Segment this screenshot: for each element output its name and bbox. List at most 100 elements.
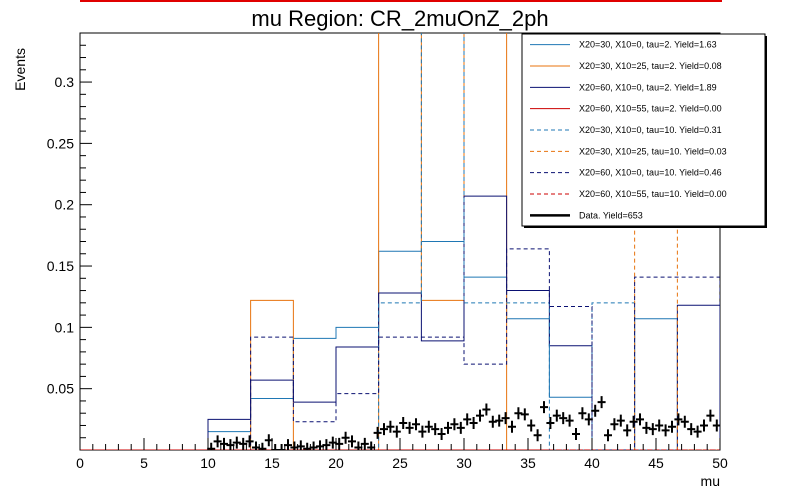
data-point xyxy=(392,425,401,438)
legend-entry-6: X20=30, X10=25, tau=10. Yield=0.03 xyxy=(579,146,727,156)
data-point xyxy=(264,434,273,447)
x-tick-label: 40 xyxy=(584,455,600,471)
data-point xyxy=(328,436,337,449)
legend-entry-5: X20=30, X10=0, tau=10. Yield=0.31 xyxy=(579,125,722,135)
data-point xyxy=(271,444,280,450)
data-point xyxy=(245,435,254,448)
x-tick-label: 50 xyxy=(712,455,728,471)
series-line-5 xyxy=(80,33,720,450)
data-point xyxy=(284,439,292,450)
data-point xyxy=(591,404,600,417)
x-tick-label: 25 xyxy=(392,455,408,471)
data-point xyxy=(540,401,548,414)
data-point xyxy=(655,419,664,432)
legend-entry-7: X20=60, X10=0, tau=10. Yield=0.46 xyxy=(579,168,722,178)
data-point xyxy=(584,413,593,426)
data-point xyxy=(565,414,574,427)
legend-entry-8: X20=60, X10=55, tau=10. Yield=0.00 xyxy=(579,189,727,199)
data-point xyxy=(309,441,318,450)
data-point xyxy=(341,431,350,444)
y-tick-label: 0.05 xyxy=(47,381,74,397)
data-point xyxy=(501,412,510,425)
chart-title: mu Region: CR_2muOnZ_2ph xyxy=(251,6,549,31)
x-tick-label: 5 xyxy=(140,455,148,471)
data-point xyxy=(335,437,344,450)
data-point xyxy=(508,420,516,433)
data-point xyxy=(597,396,606,409)
x-tick-label: 0 xyxy=(76,455,84,471)
data-point xyxy=(424,420,433,433)
histogram-series-group xyxy=(80,33,720,450)
legend-entry-3: X20=60, X10=0, tau=2. Yield=1.89 xyxy=(579,82,717,92)
data-point xyxy=(604,429,612,442)
data-point xyxy=(712,419,720,432)
data-point xyxy=(687,423,696,436)
data-point xyxy=(559,412,568,425)
data-point xyxy=(636,413,644,426)
data-point xyxy=(527,419,536,432)
y-tick-label: 0.15 xyxy=(47,258,74,274)
x-tick-label: 45 xyxy=(648,455,664,471)
data-point xyxy=(232,436,241,449)
data-point xyxy=(533,429,542,442)
x-axis-label: mu xyxy=(701,473,720,489)
y-axis-label: Events xyxy=(12,48,28,91)
y-tick-label: 0.25 xyxy=(47,135,74,151)
data-point xyxy=(668,420,676,433)
data-point xyxy=(303,442,312,450)
data-point xyxy=(450,418,459,431)
y-tick-label: 0.3 xyxy=(55,74,75,90)
data-point xyxy=(360,437,369,450)
data-point xyxy=(520,408,529,421)
legend-entry-2: X20=30, X10=25, tau=2. Yield=0.08 xyxy=(579,61,722,71)
data-point xyxy=(239,437,248,450)
data-point xyxy=(488,415,497,428)
data-point xyxy=(616,414,625,427)
data-point xyxy=(674,413,683,426)
legend-entry-1: X20=30, X10=0, tau=2. Yield=1.63 xyxy=(579,40,717,50)
data-point xyxy=(642,421,651,434)
data-point xyxy=(495,414,504,427)
x-tick-label: 10 xyxy=(200,455,216,471)
data-point xyxy=(252,441,260,450)
data-point xyxy=(418,425,427,438)
data-point xyxy=(648,423,657,436)
data-point xyxy=(277,444,286,450)
series-line-7 xyxy=(80,248,720,450)
x-tick-label: 15 xyxy=(264,455,280,471)
data-point xyxy=(700,419,708,432)
data-point xyxy=(578,407,587,420)
data-point xyxy=(380,423,388,436)
data-point xyxy=(444,421,452,434)
data-point xyxy=(220,437,228,450)
data-point xyxy=(405,421,414,434)
data-point xyxy=(629,415,638,428)
data-point xyxy=(226,439,235,450)
data-point xyxy=(546,417,555,430)
legend-entry-4: X20=60, X10=55, tau=2. Yield=0.00 xyxy=(579,104,722,114)
y-tick-label: 0.2 xyxy=(55,197,75,213)
data-point xyxy=(437,428,446,441)
top-border-line xyxy=(80,0,722,2)
data-point xyxy=(207,442,216,450)
data-point xyxy=(482,403,491,416)
data-point xyxy=(290,441,299,450)
data-point xyxy=(661,424,670,437)
data-point xyxy=(431,423,440,436)
data-point xyxy=(456,421,465,434)
data-point xyxy=(693,425,702,438)
series-line-3 xyxy=(80,195,720,450)
data-point xyxy=(367,441,376,450)
data-point xyxy=(412,418,420,431)
data-point xyxy=(680,415,689,428)
y-tick-label: 0.1 xyxy=(55,319,75,335)
x-tick-label: 35 xyxy=(520,455,536,471)
data-point xyxy=(258,442,267,450)
x-tick-label: 20 xyxy=(328,455,344,471)
data-point xyxy=(463,413,472,426)
legend-entry-9: Data. Yield=653 xyxy=(579,210,643,220)
x-tick-label: 30 xyxy=(456,455,472,471)
data-point xyxy=(623,424,632,437)
data-point xyxy=(610,418,619,431)
